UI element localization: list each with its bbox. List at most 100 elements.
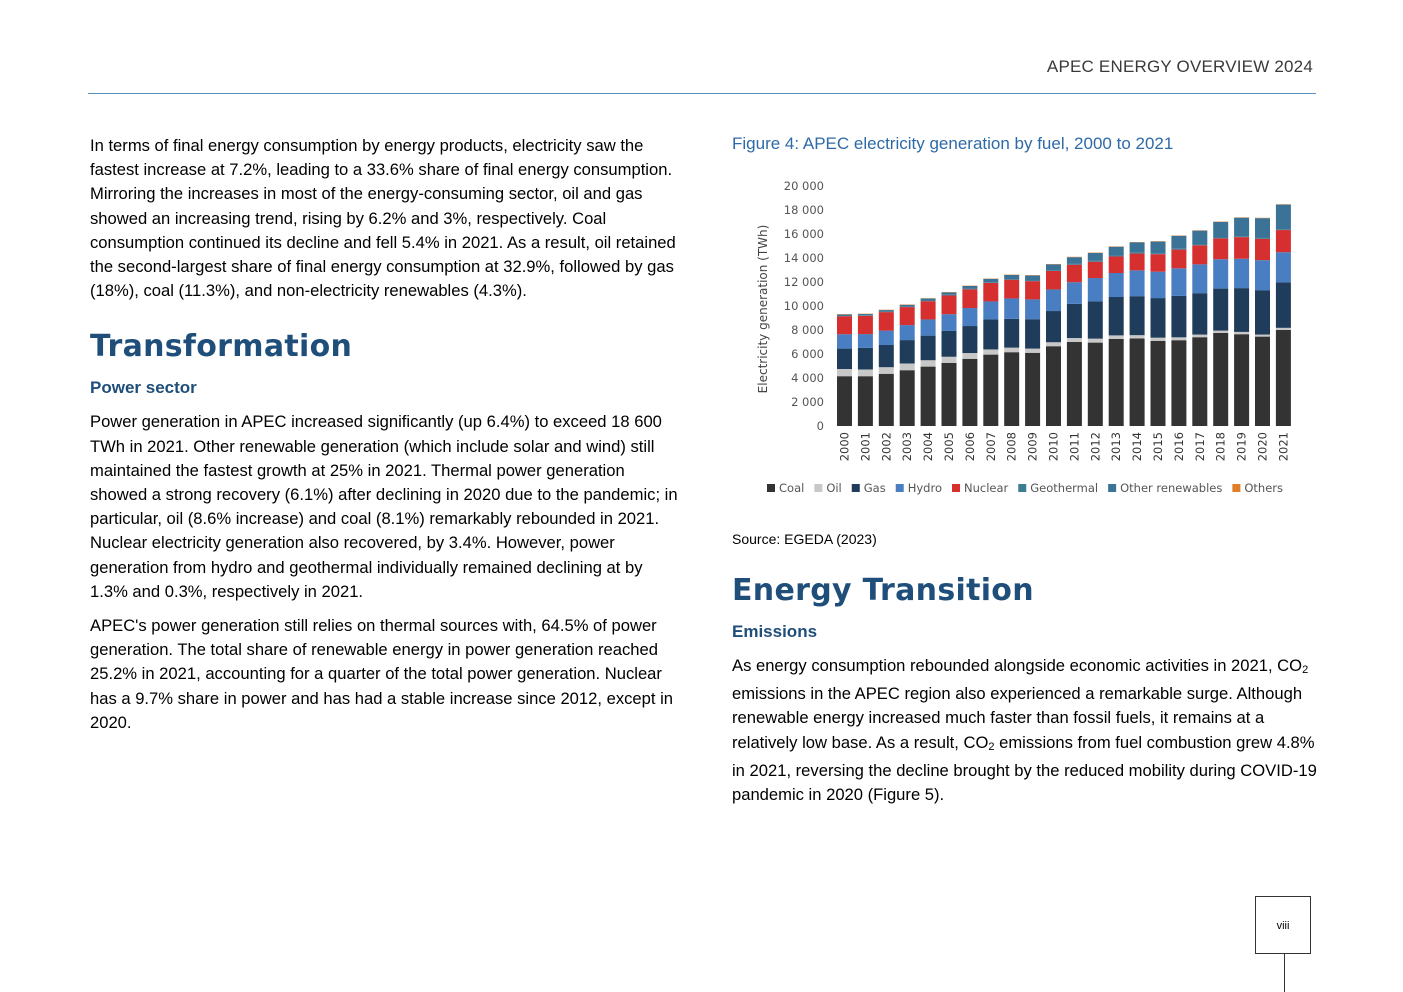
legend-swatch [851,484,860,492]
bar-nuclear-2020 [1255,238,1270,261]
bar-other-renewables-2011 [1066,257,1082,264]
bar-coal-2003 [899,370,915,426]
bar-coal-2019 [1234,334,1250,426]
bar-oil-2004 [920,360,936,367]
bar-other-renewables-2014 [1129,242,1145,253]
x-tick-label: 2000 [838,432,852,461]
y-tick-label: 6 000 [791,347,824,361]
bar-other-renewables-2000 [837,314,852,316]
paragraph-emissions: As energy consumption rebounded alongsid… [732,654,1317,807]
bar-hydro-2015 [1150,271,1166,299]
bar-nuclear-2012 [1087,261,1103,279]
bar-gas-2020 [1255,290,1270,335]
bar-gas-2011 [1066,303,1082,339]
bar-hydro-2002 [878,330,894,345]
bar-other-renewables-2009 [1025,275,1041,281]
bar-coal-2010 [1046,346,1061,426]
bar-other-renewables-2021 [1275,204,1291,230]
bar-hydro-2009 [1025,299,1041,320]
header-rule [88,93,1316,94]
bar-oil-2011 [1066,338,1082,342]
bar-gas-2013 [1108,297,1124,336]
bar-gas-2021 [1275,282,1291,328]
bar-other-renewables-2001 [857,314,873,316]
bar-coal-2018 [1213,333,1229,426]
bar-hydro-2017 [1192,264,1208,294]
bar-geothermal-2012 [1087,260,1103,262]
bar-geothermal-2000 [837,315,852,317]
bar-hydro-2004 [920,319,936,336]
bar-oil-2016 [1171,337,1187,341]
bar-oil-2010 [1046,342,1061,347]
emissions-text-c: emissions from fuel combustion grew 4.8%… [732,732,1317,805]
legend-label: Nuclear [964,481,1009,495]
legend-label: Others [1244,481,1283,495]
x-tick-label: 2002 [879,432,893,461]
legend-swatch [951,484,960,492]
y-tick-label: 16 000 [784,227,824,241]
bar-gas-2018 [1213,288,1229,331]
bar-coal-2012 [1087,342,1103,426]
bar-other-renewables-2019 [1234,217,1250,237]
bar-oil-2009 [1025,348,1041,353]
bar-geothermal-2011 [1066,263,1082,265]
bar-oil-2017 [1192,334,1208,338]
bar-geothermal-2008 [1004,279,1020,280]
bar-geothermal-2018 [1213,237,1229,239]
bar-coal-2020 [1255,336,1270,426]
bar-geothermal-2015 [1150,253,1166,255]
x-tick-label: 2020 [1256,432,1270,461]
bar-nuclear-2003 [899,307,915,326]
paragraph-thermal-share: APEC's power generation still relies on … [90,616,674,732]
bar-geothermal-2004 [920,300,936,302]
bar-oil-2013 [1108,335,1124,339]
y-tick-label: 8 000 [791,323,824,337]
bar-gas-2009 [1025,319,1041,349]
bar-geothermal-2001 [857,315,873,316]
bar-gas-2004 [920,335,936,361]
bar-geothermal-2013 [1108,255,1124,257]
bar-geothermal-2016 [1171,248,1187,250]
emissions-text-a: As energy consumption rebounded alongsid… [732,656,1303,675]
x-tick-label: 2005 [942,432,956,461]
x-tick-label: 2001 [858,432,872,461]
bar-other-renewables-2012 [1087,252,1103,261]
bar-other-renewables-2003 [899,304,915,307]
bar-hydro-2013 [1108,273,1124,297]
x-tick-label: 2017 [1193,432,1207,461]
bar-other-renewables-2015 [1150,241,1166,254]
legend-swatch [1108,484,1117,492]
bar-gas-2008 [1004,318,1020,348]
bar-nuclear-2016 [1171,249,1187,269]
legend-swatch [814,484,823,492]
bar-coal-2014 [1129,338,1145,426]
bar-nuclear-2008 [1004,279,1020,299]
bar-oil-2020 [1255,334,1270,337]
page-number: viii [1255,896,1311,954]
bar-nuclear-2005 [941,295,957,315]
bar-hydro-2010 [1046,289,1061,312]
bar-coal-2005 [941,363,957,426]
bar-nuclear-2010 [1046,270,1061,290]
bar-hydro-2001 [857,334,873,348]
bar-geothermal-2002 [878,311,894,313]
x-tick-label: 2003 [900,432,914,461]
bar-nuclear-2009 [1025,281,1041,300]
bar-coal-2017 [1192,337,1208,426]
bar-oil-2007 [983,349,999,355]
page-number-line [1284,954,1285,992]
bar-oil-2021 [1275,327,1291,330]
bar-gas-2006 [962,326,978,354]
bar-nuclear-2013 [1108,256,1124,273]
bar-gas-2005 [941,330,957,357]
bar-hydro-2006 [962,308,978,327]
x-tick-label: 2006 [963,432,977,461]
figure-title: Figure 4: APEC electricity generation by… [732,134,1174,153]
x-tick-label: 2015 [1151,432,1165,461]
bar-nuclear-2014 [1129,253,1145,271]
bar-coal-2016 [1171,340,1187,426]
legend-label: Gas [864,481,886,495]
x-tick-label: 2008 [1005,432,1019,461]
bar-hydro-2016 [1171,268,1187,296]
bar-coal-2004 [920,366,936,426]
